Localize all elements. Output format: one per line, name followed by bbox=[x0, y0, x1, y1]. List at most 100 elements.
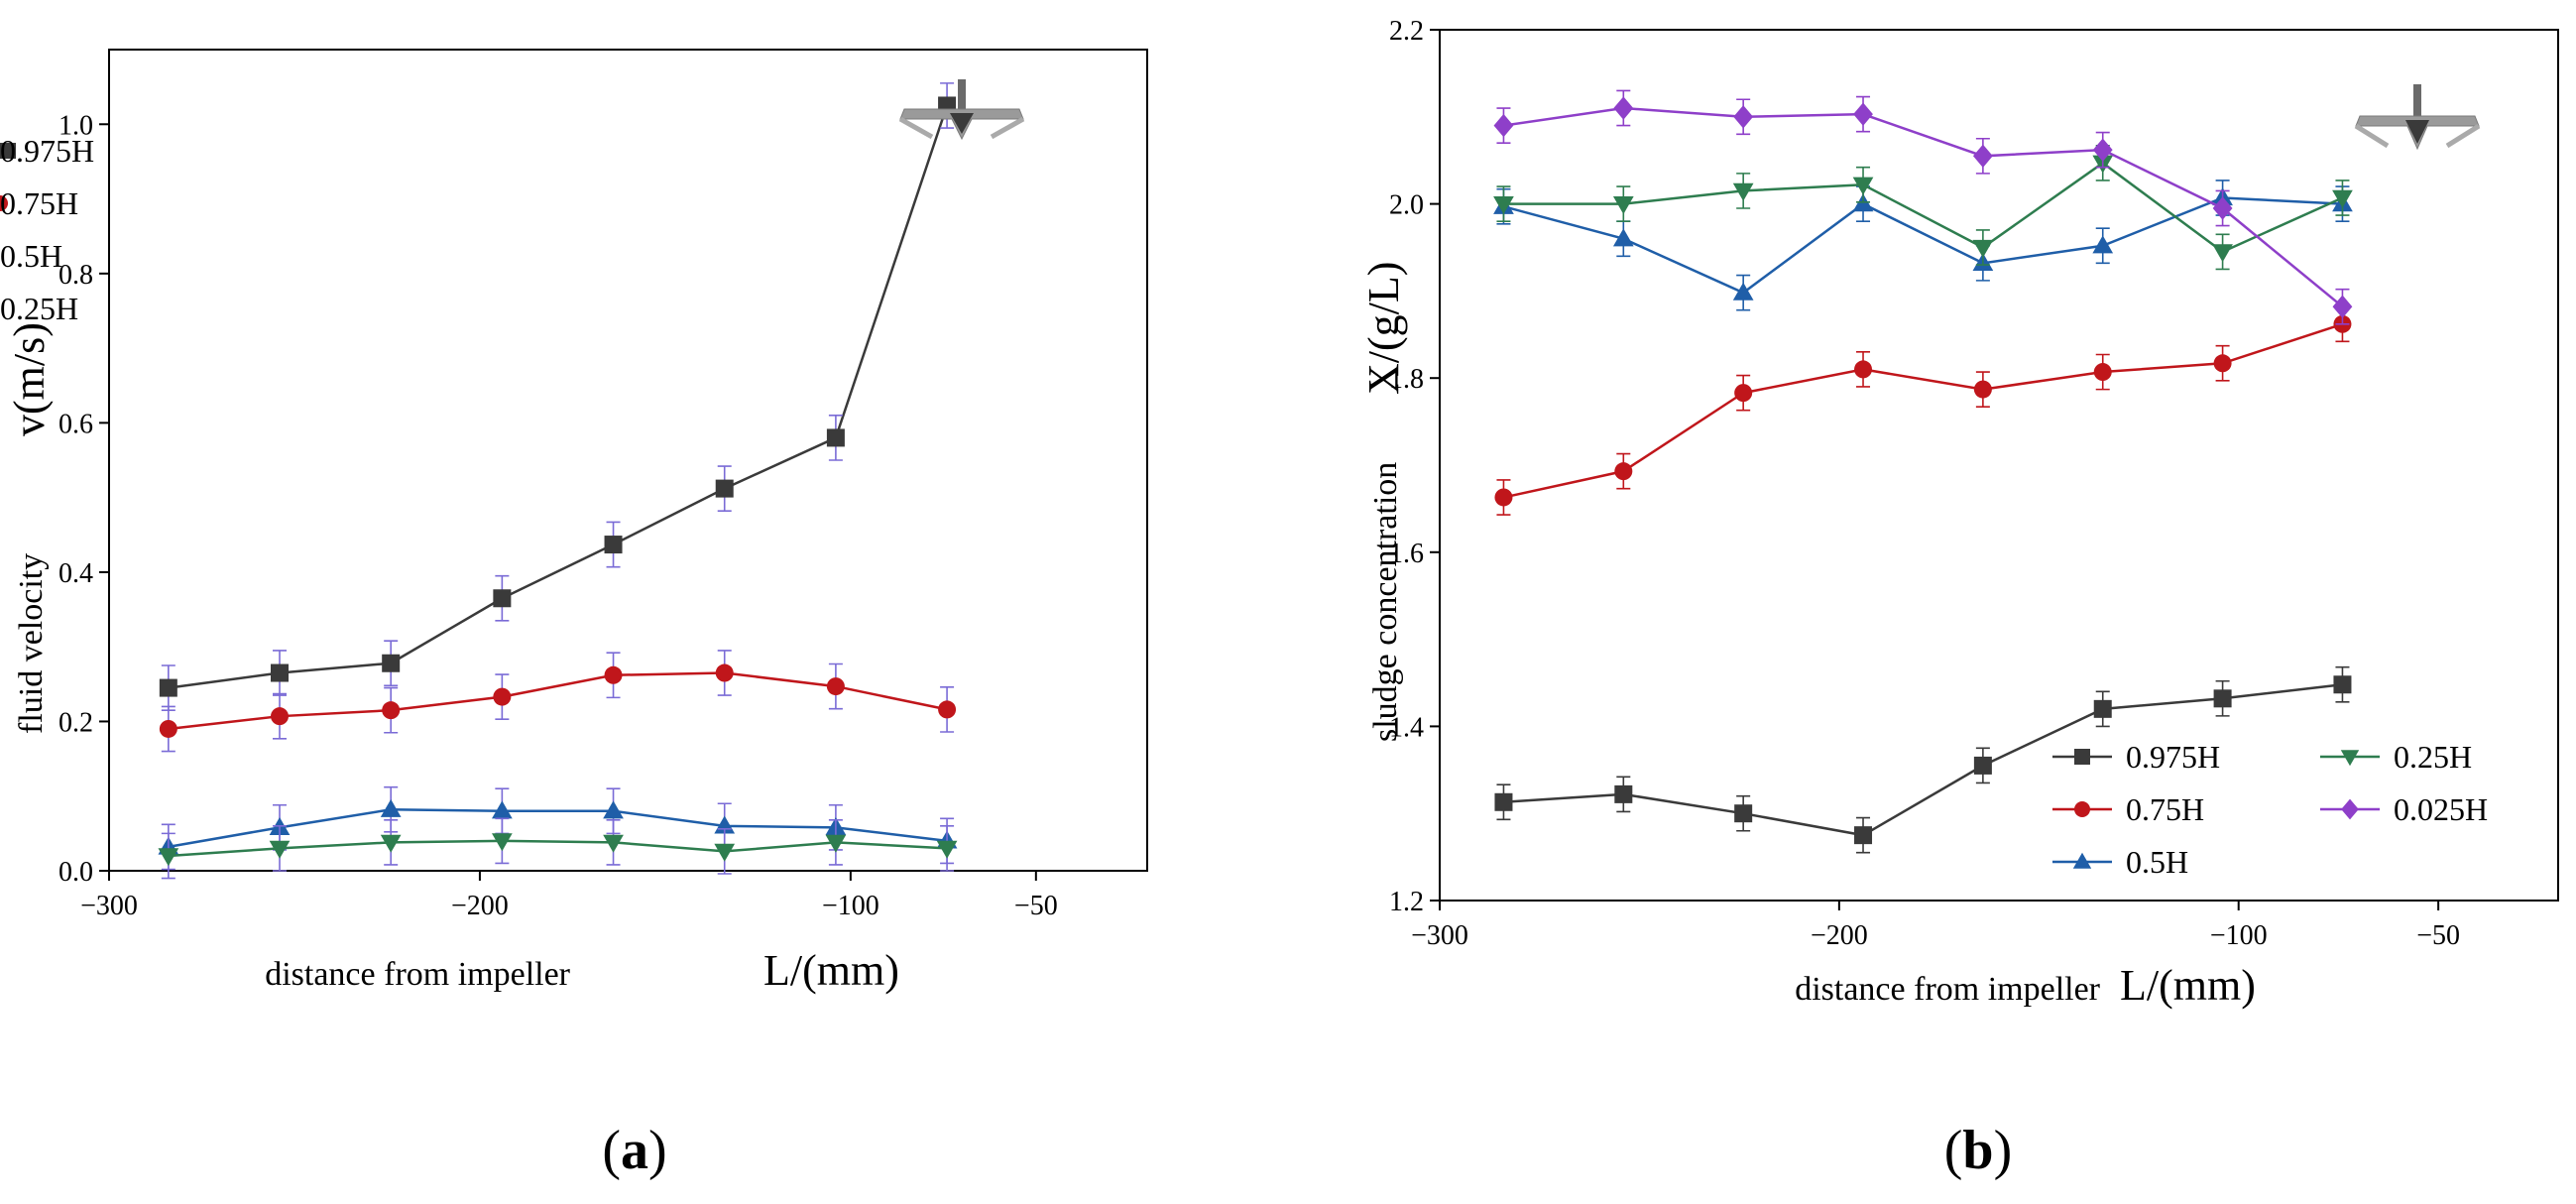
data-point bbox=[2092, 138, 2113, 162]
panel-a-x-ticks: −300 −200 −100 −50 bbox=[80, 871, 1058, 921]
panel-b-y-label-unit: X/(g/L) bbox=[1359, 262, 1408, 395]
panel-b-series bbox=[1493, 89, 2353, 854]
x-tick-label: −300 bbox=[1411, 920, 1468, 951]
series-0.975H bbox=[1494, 665, 2352, 854]
x-tick-label: −200 bbox=[451, 891, 509, 921]
data-point bbox=[1853, 102, 1873, 126]
y-tick-label: 1.2 bbox=[1389, 887, 1424, 917]
series-line bbox=[168, 105, 949, 689]
data-point bbox=[2332, 295, 2353, 318]
data-point bbox=[1734, 804, 1753, 823]
y-tick-label: 0.4 bbox=[59, 558, 93, 589]
data-point bbox=[1494, 488, 1513, 507]
legend-label: 0.75H bbox=[0, 185, 78, 221]
x-tick-label: −300 bbox=[80, 891, 138, 921]
data-point bbox=[380, 798, 402, 817]
legend-label: 0.25H bbox=[2394, 739, 2472, 775]
data-point bbox=[1854, 826, 1873, 845]
series-0.75H bbox=[1494, 305, 2352, 516]
series-0.025H bbox=[1493, 89, 2353, 325]
series-line bbox=[1503, 196, 2343, 295]
series-0.25H bbox=[158, 817, 958, 880]
data-point bbox=[715, 479, 734, 498]
data-point bbox=[492, 800, 513, 819]
legend-label: 0.025H bbox=[2394, 791, 2488, 827]
panel-b-legend: 0.975H 0.25H 0.75H 0.025H 0.5H bbox=[2052, 739, 2488, 880]
series-0.5H bbox=[158, 785, 958, 871]
data-point bbox=[1973, 756, 1992, 775]
data-point bbox=[1734, 384, 1753, 403]
series-0.75H bbox=[159, 650, 957, 753]
legend-marker bbox=[2341, 798, 2359, 820]
legend-marker bbox=[0, 143, 16, 159]
data-point bbox=[1612, 195, 1634, 214]
panel-b-x-ticks: −300 −200 −100 −50 bbox=[1411, 901, 2460, 951]
legend-label: 0.975H bbox=[0, 133, 94, 169]
panel-b-label: (b) bbox=[1944, 1120, 2012, 1181]
panel-a-y-ticks: 0.0 0.2 0.4 0.6 0.8 1.0 bbox=[59, 110, 109, 888]
data-point bbox=[380, 834, 402, 853]
legend-item: 0.5H bbox=[0, 238, 62, 274]
legend-marker bbox=[2074, 801, 2090, 817]
legend-item: 0.25H bbox=[0, 291, 78, 326]
series-line bbox=[1503, 683, 2343, 837]
y-tick-label: 0.8 bbox=[59, 260, 93, 291]
data-point bbox=[159, 719, 177, 738]
data-point bbox=[158, 848, 179, 867]
panel-b-x-label-unit: L/(mm) bbox=[2120, 961, 2256, 1010]
data-point bbox=[2093, 363, 2112, 382]
panel-a-x-label-unit: L/(mm) bbox=[763, 946, 899, 995]
panel-a-legend: 0.975H 0.75H 0.5H 0.25H bbox=[0, 133, 94, 326]
data-point bbox=[1854, 360, 1873, 379]
data-point bbox=[826, 428, 845, 447]
data-point bbox=[2212, 244, 2233, 263]
data-point bbox=[1732, 282, 1754, 301]
y-tick-label: 1.4 bbox=[1389, 712, 1424, 743]
legend-label: 0.975H bbox=[2126, 739, 2220, 775]
legend-item: 0.975H bbox=[0, 133, 94, 169]
panel-a-series bbox=[158, 82, 958, 880]
y-tick-label: 0.0 bbox=[59, 857, 93, 888]
data-point bbox=[1732, 182, 1754, 201]
data-point bbox=[1493, 113, 1514, 138]
legend-marker bbox=[2074, 749, 2090, 765]
legend-label: 0.5H bbox=[0, 238, 62, 274]
legend-label: 0.25H bbox=[0, 291, 78, 326]
legend-item: 0.75H bbox=[0, 185, 78, 221]
legend-marker bbox=[0, 195, 8, 211]
x-tick-label: −100 bbox=[2210, 920, 2268, 951]
panel-b: −300 −200 −100 −50 1.2 1.4 1.6 1.8 2.0 2.2 0.975… bbox=[1359, 16, 2559, 1181]
panel-b-x-label-main: distance from impeller bbox=[1795, 971, 2100, 1008]
x-tick-label: −100 bbox=[822, 891, 879, 921]
series-line bbox=[168, 671, 948, 731]
data-point bbox=[159, 678, 177, 697]
data-point bbox=[2213, 354, 2232, 373]
data-point bbox=[1972, 239, 1994, 258]
legend-item: 0.5H bbox=[2052, 844, 2188, 880]
panel-a-y-label-main: fluid velocity bbox=[13, 553, 50, 734]
impeller-icon bbox=[898, 79, 1025, 141]
legend-label: 0.75H bbox=[2126, 791, 2204, 827]
legend-item: 0.025H bbox=[2320, 791, 2488, 827]
data-point bbox=[938, 700, 957, 719]
data-point bbox=[1614, 784, 1633, 803]
panel-b-frame bbox=[1439, 29, 2559, 902]
series-0.25H bbox=[1493, 144, 2353, 271]
data-point bbox=[604, 536, 623, 554]
y-tick-label: 0.2 bbox=[59, 707, 93, 738]
impeller-icon bbox=[2354, 84, 2481, 151]
series-line bbox=[168, 839, 948, 858]
x-tick-label: −50 bbox=[2416, 920, 2460, 951]
data-point bbox=[493, 589, 512, 608]
data-point bbox=[2212, 196, 2233, 220]
panel-a: −300 −200 −100 −50 0.0 0.2 0.4 0.6 0.8 1.0 0.975… bbox=[0, 49, 1148, 1181]
panel-a-label: (a) bbox=[602, 1120, 666, 1181]
legend-item: 0.75H bbox=[2052, 791, 2204, 827]
data-point bbox=[603, 834, 624, 853]
panel-b-y-label-main: sludge concentration bbox=[1367, 462, 1404, 742]
legend-marker bbox=[2072, 852, 2092, 869]
y-tick-label: 1.6 bbox=[1389, 539, 1424, 569]
data-point bbox=[1494, 792, 1513, 811]
data-point bbox=[603, 800, 624, 819]
data-point bbox=[1613, 96, 1634, 120]
